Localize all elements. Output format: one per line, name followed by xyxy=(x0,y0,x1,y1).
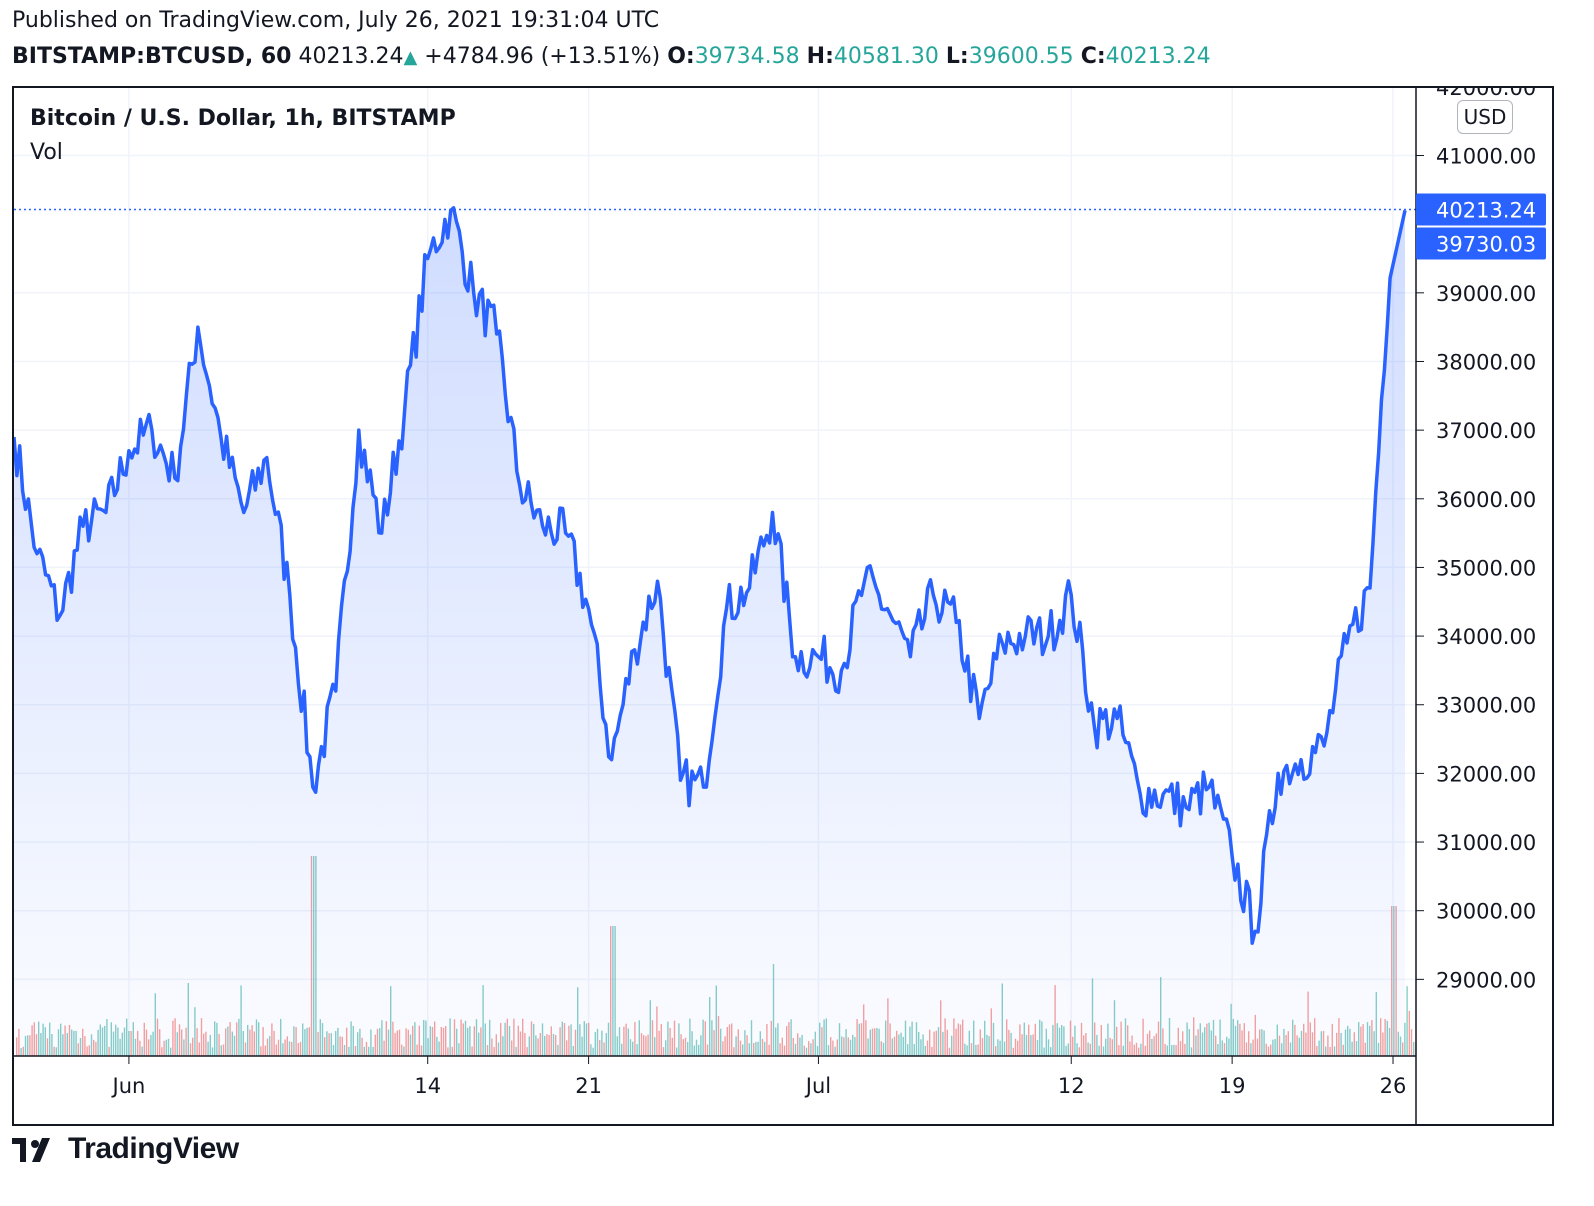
price-label-text: 40213.24 xyxy=(1436,199,1536,223)
price-change: +4784.96 (+13.51%) xyxy=(424,44,661,69)
low-value: 39600.55 xyxy=(968,44,1074,69)
published-note: Published on TradingView.com, July 26, 2… xyxy=(12,8,660,33)
price-label-box xyxy=(1416,227,1546,260)
symbol-name[interactable]: BITSTAMP:BTCUSD, 60 xyxy=(12,44,292,69)
y-tick-label: 42000.00 xyxy=(1436,88,1536,100)
price-area-fill xyxy=(14,207,1405,1057)
close-label: C: xyxy=(1080,44,1106,69)
x-tick-label: 21 xyxy=(575,1074,602,1098)
y-tick-label: 32000.00 xyxy=(1436,762,1536,786)
volume-bar xyxy=(1408,1010,1410,1056)
open-value: 39734.58 xyxy=(694,44,800,69)
x-tick-label: 12 xyxy=(1058,1074,1085,1098)
price-label-box xyxy=(1416,193,1546,226)
y-tick-label: 33000.00 xyxy=(1436,694,1536,718)
volume-bar xyxy=(1413,1041,1415,1056)
price-axis-label: 39730.03 xyxy=(1416,227,1546,260)
x-tick-label: 26 xyxy=(1380,1074,1407,1098)
y-tick-label: 35000.00 xyxy=(1436,556,1536,580)
tradingview-logo[interactable]: TradingView xyxy=(12,1132,239,1166)
open-label: O: xyxy=(667,44,695,69)
y-tick-label: 36000.00 xyxy=(1436,488,1536,512)
price-chart[interactable]: 42000.00 41000.00 39000.00 38000.00 37000.00… xyxy=(14,88,1552,1124)
y-tick-label: 29000.00 xyxy=(1436,968,1536,992)
x-tick-label: Jun xyxy=(111,1074,146,1098)
tradingview-logo-text: TradingView xyxy=(68,1132,239,1165)
y-tick-label: 39000.00 xyxy=(1436,282,1536,306)
chart-frame xyxy=(12,86,1554,1126)
y-tick-label: 41000.00 xyxy=(1436,145,1536,169)
y-tick-label: 38000.00 xyxy=(1436,350,1536,374)
price-line[interactable] xyxy=(14,206,1407,945)
price-axis-label: 40213.24 xyxy=(1416,193,1546,226)
y-tick-label: 31000.00 xyxy=(1436,831,1536,855)
y-tick-label: 34000.00 xyxy=(1436,625,1536,649)
volume-bar xyxy=(1406,986,1408,1056)
close-value: 40213.24 xyxy=(1105,44,1211,69)
price-label-text: 39730.03 xyxy=(1436,233,1536,257)
high-value: 40581.30 xyxy=(833,44,939,69)
axes: 42000.00 41000.00 39000.00 38000.00 37000.00… xyxy=(14,88,1546,1124)
y-tick-label: 30000.00 xyxy=(1436,900,1536,924)
y-tick-label: 37000.00 xyxy=(1436,419,1536,443)
volume-label[interactable]: Vol xyxy=(30,140,63,165)
volume-bar xyxy=(1410,1029,1413,1056)
currency-unit-badge[interactable]: USD xyxy=(1457,100,1513,134)
x-tick-label: 19 xyxy=(1219,1074,1246,1098)
tradingview-logo-icon xyxy=(12,1138,50,1162)
low-label: L: xyxy=(945,44,969,69)
symbol-quote-line: BITSTAMP:BTCUSD, 60 40213.24▲ +4784.96 (… xyxy=(12,44,1211,69)
last-price: 40213.24 xyxy=(298,44,404,69)
high-label: H: xyxy=(806,44,834,69)
x-tick-label: Jul xyxy=(804,1074,831,1098)
x-tick-label: 14 xyxy=(414,1074,441,1098)
series-title[interactable]: Bitcoin / U.S. Dollar, 1h, BITSTAMP xyxy=(30,106,456,131)
up-triangle-icon: ▲ xyxy=(403,47,418,68)
